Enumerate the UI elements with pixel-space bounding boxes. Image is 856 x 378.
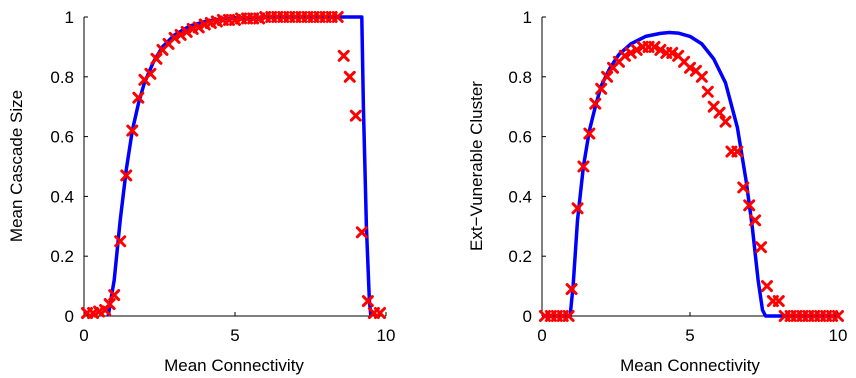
cascade-size-chart: Mean Connectivity Mean Cascade Size 0 5 10…: [7, 8, 395, 375]
simulation-point: [144, 67, 157, 80]
y-tick-label: 1: [523, 8, 532, 27]
x-tick-label: 10: [377, 326, 396, 345]
simulation-point: [654, 43, 667, 56]
model-curve-line: [106, 15, 373, 317]
simulation-point: [618, 49, 631, 62]
x-tick-label: 0: [79, 326, 88, 345]
simulation-point: [583, 127, 596, 140]
simulation-point: [589, 97, 602, 110]
simulation-point: [743, 199, 756, 212]
x-tick-label: 0: [537, 326, 546, 345]
x-axis-label: Mean Connectivity: [164, 356, 304, 375]
simulation-point: [755, 241, 768, 254]
simulation-point: [114, 235, 127, 248]
simulation-point: [373, 307, 386, 320]
simulation-point: [713, 106, 726, 119]
x-tick-label: 10: [829, 326, 848, 345]
x-tick-label: 5: [685, 326, 694, 345]
y-tick-label: 0.6: [50, 128, 74, 147]
simulation-point: [731, 145, 744, 158]
simulation-point: [648, 40, 661, 53]
simulation-point: [192, 21, 205, 34]
simulation-point: [349, 109, 362, 122]
x-tick-label: 5: [230, 326, 239, 345]
simulation-point: [695, 70, 708, 83]
simulation-point: [601, 70, 614, 83]
simulation-point: [120, 169, 133, 182]
simulation-point: [630, 43, 643, 56]
simulation-point: [150, 52, 163, 65]
model-curve-line: [542, 30, 838, 318]
simulation-point: [132, 91, 145, 104]
y-axis-label: Ext−Vunerable Cluster: [467, 81, 486, 251]
x-axis-label: Mean Connectivity: [620, 356, 760, 375]
simulation-point: [343, 70, 356, 83]
simulation-point: [562, 310, 575, 322]
y-axis-label: Mean Cascade Size: [7, 90, 26, 242]
simulation-point: [832, 310, 844, 322]
simulation-point: [719, 115, 732, 128]
y-tick-label: 0.4: [50, 187, 74, 206]
simulation-point: [126, 124, 139, 137]
y-tick-label: 0: [65, 307, 74, 326]
y-tick-label: 0: [523, 307, 532, 326]
y-tick-label: 0.2: [50, 247, 74, 266]
simulation-point: [737, 181, 750, 194]
simulation-point: [103, 298, 116, 311]
simulation-point: [666, 46, 679, 59]
simulation-point: [772, 295, 785, 308]
y-tick-label: 0.8: [50, 68, 74, 87]
simulation-point: [361, 295, 374, 308]
simulation-point: [337, 49, 350, 62]
y-tick-label: 0.8: [508, 68, 532, 87]
simulation-point: [108, 289, 121, 302]
y-tick-label: 0.2: [508, 247, 532, 266]
y-tick-label: 0.6: [508, 128, 532, 147]
simulation-point: [565, 283, 578, 296]
simulation-point: [624, 46, 637, 59]
simulation-point: [760, 280, 773, 293]
simulation-point: [577, 160, 590, 173]
simulation-point: [684, 61, 696, 74]
simulation-point: [571, 202, 584, 215]
simulation-point: [174, 28, 187, 41]
simulation-point: [168, 31, 181, 44]
simulation-point: [595, 82, 608, 95]
y-tick-label: 1: [65, 8, 74, 27]
simulation-point: [355, 226, 368, 239]
simulation-point: [331, 11, 344, 23]
y-tick-label: 0.4: [508, 187, 532, 206]
vulnerable-cluster-chart: Mean Connectivity Ext−Vunerable Cluster …: [467, 8, 847, 375]
simulation-point: [180, 25, 193, 38]
simulation-point: [701, 85, 714, 98]
simulation-point: [749, 214, 762, 227]
